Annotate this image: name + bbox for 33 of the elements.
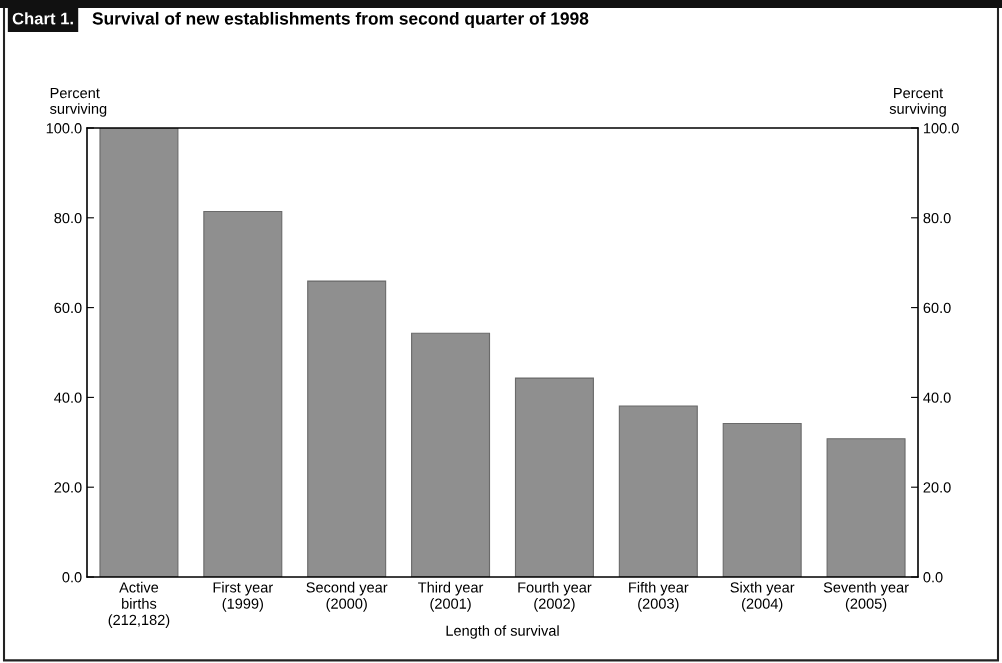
y-axis-title: Percent surviving — [50, 88, 107, 117]
bar — [722, 422, 802, 577]
y-tick-label: 0.0 — [62, 572, 82, 583]
bar — [514, 377, 594, 577]
x-tick-label: Second year (2000) — [306, 581, 388, 612]
caption: Chart 1. — [12, 12, 73, 25]
y2-tick-label: 80.0 — [923, 212, 951, 224]
y2-axis-title: Percent surviving — [889, 88, 946, 117]
x-tick-label: First year (1999) — [213, 581, 273, 612]
chart-title: Survival of new establishments from second quarter of 1998 — [92, 11, 589, 29]
bar — [411, 332, 491, 577]
x-tick-label: Third year (2001) — [418, 581, 484, 612]
bar — [618, 405, 698, 577]
y2-tick-label: 20.0 — [923, 482, 951, 493]
bar — [203, 210, 283, 577]
y2-tick-label: 100.0 — [923, 123, 959, 134]
y2-tick-label: 60.0 — [923, 302, 951, 314]
y2-tick-label: 40.0 — [923, 392, 951, 403]
x-tick-label: Active births (212,182) — [108, 581, 170, 628]
x-tick-label: Sixth year (2004) — [730, 581, 795, 612]
bar — [826, 438, 906, 577]
y-tick-label: 40.0 — [54, 392, 82, 403]
x-tick-label: Fourth year (2002) — [518, 581, 592, 612]
y-tick-label: 80.0 — [54, 212, 82, 224]
bar — [307, 280, 387, 577]
bar — [99, 128, 179, 577]
y-tick-label: 60.0 — [54, 302, 82, 314]
y-tick-label: 20.0 — [54, 482, 82, 493]
y-tick-label: 100.0 — [46, 123, 82, 134]
y2-tick-label: 0.0 — [923, 572, 943, 583]
x-axis-title: Length of survival — [446, 625, 559, 639]
x-tick-label: Seventh year (2005) — [823, 581, 909, 612]
x-tick-label: Fifth year (2003) — [629, 581, 689, 612]
